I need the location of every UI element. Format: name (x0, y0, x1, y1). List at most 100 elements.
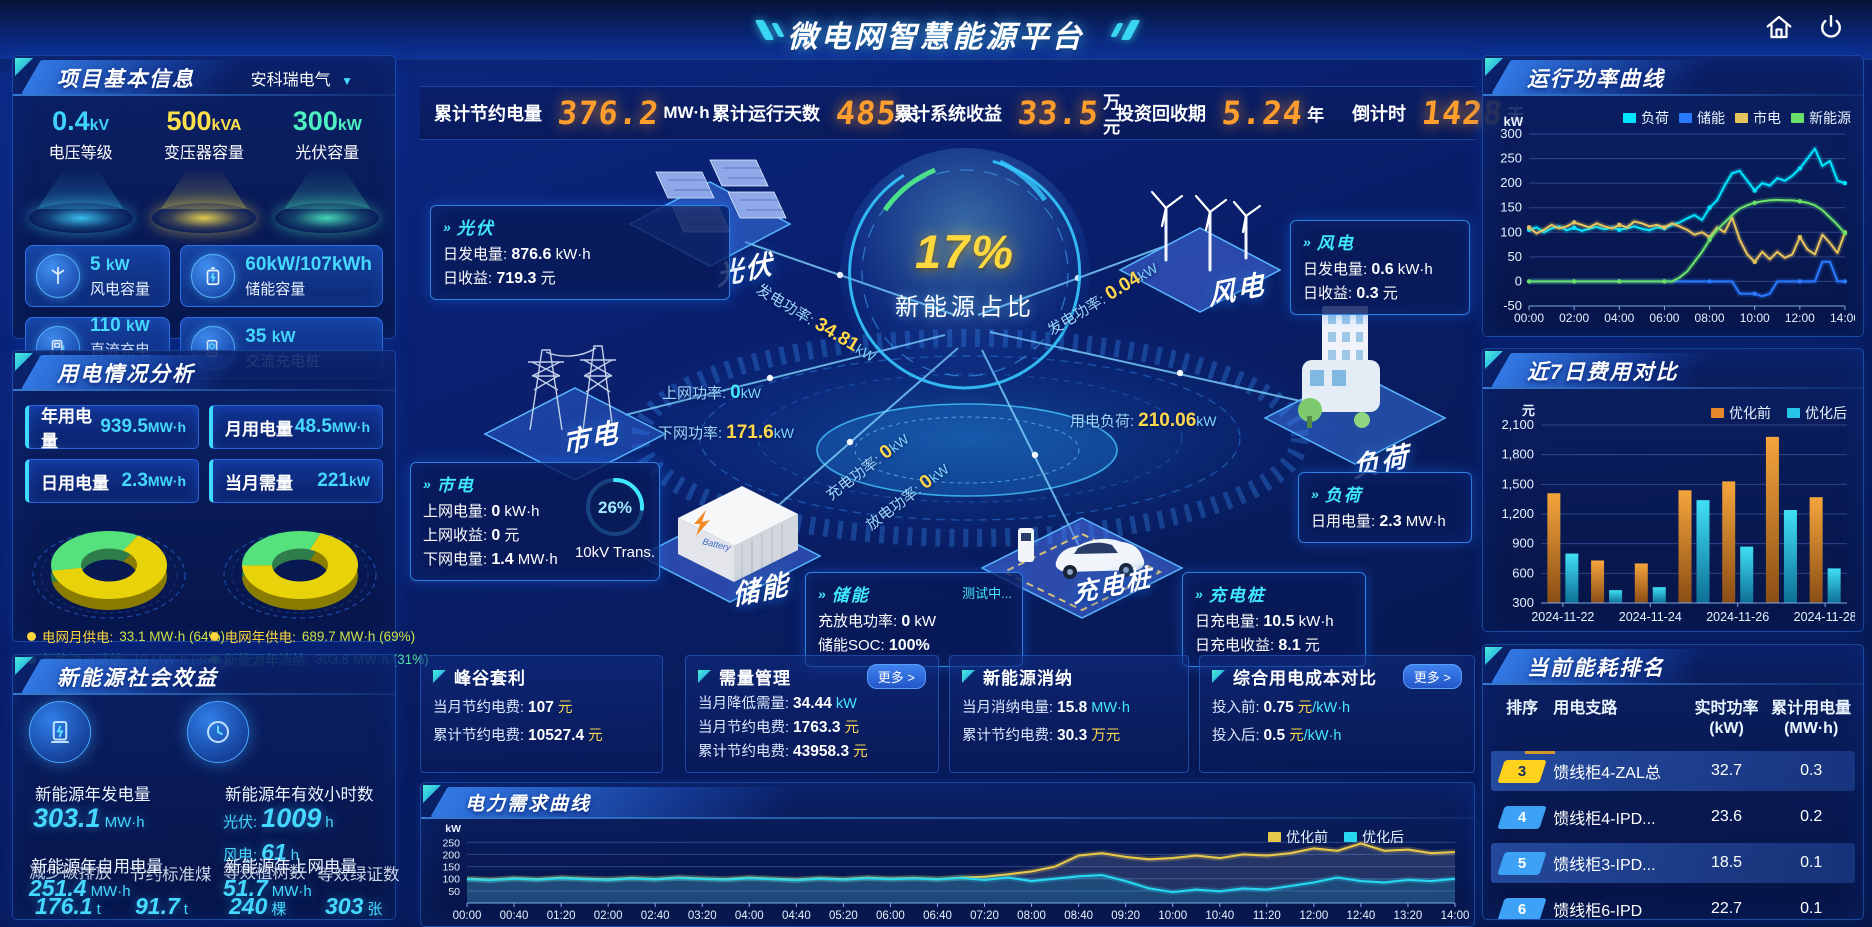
ranking-column-1: 用电支路 (1553, 700, 1618, 717)
usage-stats: 年用电量 939.5MW·h 月用电量 48.5MW·h 日用电量 2.3MW·h 当月需量… (13, 391, 395, 507)
svg-text:1,800: 1,800 (1501, 447, 1534, 462)
mini-panel-title: 峰谷套利 (454, 669, 526, 688)
usage-stat-1: 月用电量 48.5MW·h (209, 405, 383, 449)
svg-text:0: 0 (1515, 273, 1522, 288)
more-button[interactable]: 更多 > (1402, 664, 1462, 689)
svg-text:100: 100 (442, 874, 460, 886)
legend-item: 新能源 (1791, 108, 1851, 128)
table-row[interactable]: 5 馈线柜3-IPD... 18.5 0.1 (1491, 843, 1855, 883)
podium-0: 0.4kV 电压等级 (22, 106, 140, 233)
legend-item: 储能 (1679, 108, 1725, 128)
table-row[interactable]: 6 馈线柜6-IPD 22.7 0.1 (1491, 889, 1855, 919)
svg-text:01:20: 01:20 (547, 910, 576, 922)
panel-corner-icon (15, 657, 33, 675)
svg-text:04:00: 04:00 (1604, 311, 1634, 325)
svg-text:00:00: 00:00 (453, 910, 482, 922)
panel-corner-icon (1485, 351, 1503, 369)
flow-load-power: 用电负荷: 210.06kW (1070, 410, 1217, 431)
company-selector[interactable]: 安科瑞电气 ▼ (250, 72, 353, 89)
svg-text:12:00: 12:00 (1299, 910, 1328, 922)
chevron-right-icon: » (1195, 585, 1203, 602)
panel-corner-icon (1485, 647, 1503, 665)
panel-title: 用电情况分析 (57, 363, 195, 386)
panel-title: 近7日费用对比 (1527, 361, 1679, 384)
mini-panel-row: 当月节约电费: 107 元 (433, 699, 573, 716)
top-header: 微电网智慧能源平台 (0, 0, 1872, 73)
svg-text:00:40: 00:40 (500, 910, 529, 922)
panel-usage-analysis: 用电情况分析 年用电量 939.5MW·h 月用电量 48.5MW·h 日用电量 2.3M… (12, 350, 429, 668)
kpi-1: 累计运行天数 485 天 (712, 94, 918, 132)
cost-legend: 优化前 优化后 (1711, 403, 1847, 423)
table-row[interactable]: 3 馈线柜4-ZAL总 32.7 0.3 (1491, 751, 1855, 791)
svg-text:06:40: 06:40 (923, 910, 952, 922)
mini-panel-3: 综合用电成本对比 更多 > 投入前: 0.75 元/kW·h 投入后: 0.5 元/kW·… (1199, 655, 1475, 773)
load-node-art (1263, 306, 1447, 465)
renewable-percentage: 17% (914, 225, 1016, 278)
svg-text:12:00: 12:00 (1785, 311, 1815, 325)
panel-title: 电力需求曲线 (465, 794, 592, 815)
svg-text:2024-11-24: 2024-11-24 (1619, 610, 1682, 624)
svg-text:900: 900 (1512, 536, 1534, 551)
transformer-label: 10kV Trans. (574, 544, 656, 561)
chevron-right-icon: » (1303, 233, 1311, 250)
chevron-right-icon: » (423, 475, 431, 492)
battery-icon (191, 254, 236, 298)
panel-project-info: 项目基本信息 安科瑞电气 ▼ 0.4kV 电压等级 500kVA 变压器容量 300kW… (12, 55, 396, 380)
title-decoration-left (754, 20, 785, 40)
svg-text:02:40: 02:40 (641, 910, 670, 922)
kpi-0: 累计节约电量 376.2 MW·h (434, 94, 710, 132)
page-title: 微电网智慧能源平台 (787, 21, 1085, 54)
coal-label: 节约标准煤 (129, 866, 212, 884)
chevron-right-icon: » (443, 218, 451, 235)
legend-item: 优化前 (1711, 403, 1771, 423)
mini-panel-row: 当月节约电费: 1763.3 元 (698, 719, 859, 736)
svg-text:1,500: 1,500 (1501, 476, 1534, 491)
panel-corner-icon (698, 670, 711, 683)
pv-info-box: » 光伏 日发电量: 876.6 kW·h 日收益: 719.3 元 (430, 205, 730, 300)
flow-to-grid: 上网功率: 0kW (662, 382, 761, 403)
power-icon[interactable] (1816, 12, 1846, 47)
wind-turbine-icon (36, 254, 80, 298)
certs-label: 等效绿证数 (317, 866, 400, 884)
svg-text:09:20: 09:20 (1111, 910, 1140, 922)
panel-title: 新能源社会效益 (57, 667, 218, 690)
demand-legend: 优化前 优化后 (1268, 827, 1404, 847)
renewable-percentage-label: 新能源占比 (895, 294, 1035, 321)
svg-text:04:00: 04:00 (735, 910, 764, 922)
svg-text:kW: kW (1504, 114, 1524, 129)
power-chart: -50 0 50 100 150 200 250 300kW 00:00 02:00 04:00 06… (1500, 114, 1860, 325)
wind-hours-value: 风电: 61 h (223, 839, 300, 865)
grid-node-art (483, 345, 667, 481)
self-use-label: 新能源年自用电量 (31, 858, 163, 876)
mini-panel-row: 累计节约电费: 10527.4 元 (433, 727, 603, 744)
svg-text:08:00: 08:00 (1695, 311, 1725, 325)
panel-corner-icon (423, 785, 441, 803)
mini-panel-row: 累计节约电费: 43958.3 元 (698, 743, 868, 760)
diagram-underlay: Battery (483, 159, 1447, 619)
svg-text:08:00: 08:00 (1017, 910, 1046, 922)
kpi-3: 投资回收期 5.24 年 (1116, 94, 1325, 132)
svg-text:200: 200 (442, 849, 460, 861)
flow-from-grid: 下网功率: 171.6kW (658, 422, 794, 443)
svg-text:14:00: 14:00 (1441, 910, 1469, 922)
svg-text:150: 150 (1500, 200, 1522, 215)
ranking-rows: 3 馈线柜4-ZAL总 32.7 0.3 4 馈线柜4-IPD... 23.6 0.2 5 馈线柜… (1491, 751, 1855, 919)
mini-panel-row: 投入后: 0.5 元/kW·h (1212, 727, 1342, 744)
svg-text:100: 100 (1500, 224, 1522, 239)
svg-text:kW: kW (445, 823, 461, 835)
gen-label: 新能源年发电量 (35, 786, 151, 804)
legend-item: 负荷 (1623, 108, 1669, 128)
panel-energy-ranking: 当前能耗排名 排序 用电支路 实时功率 (kW) 累计用电量 (MW·h) 3 馈线柜4-Z… (1482, 644, 1864, 920)
panel-corner-icon (1485, 58, 1503, 76)
carbon-value: 176.1 t (35, 893, 101, 919)
home-icon[interactable] (1764, 12, 1794, 47)
more-button[interactable]: 更多 > (866, 664, 926, 689)
svg-text:250: 250 (1500, 151, 1522, 166)
svg-text:1,200: 1,200 (1501, 506, 1534, 521)
usage-stat-3: 当月需量 221kW (209, 459, 383, 503)
svg-text:-50: -50 (1503, 298, 1522, 313)
table-row[interactable]: 4 馈线柜4-IPD... 23.6 0.2 (1491, 797, 1855, 837)
svg-text:250: 250 (442, 837, 460, 849)
svg-text:2,100: 2,100 (1501, 417, 1534, 432)
